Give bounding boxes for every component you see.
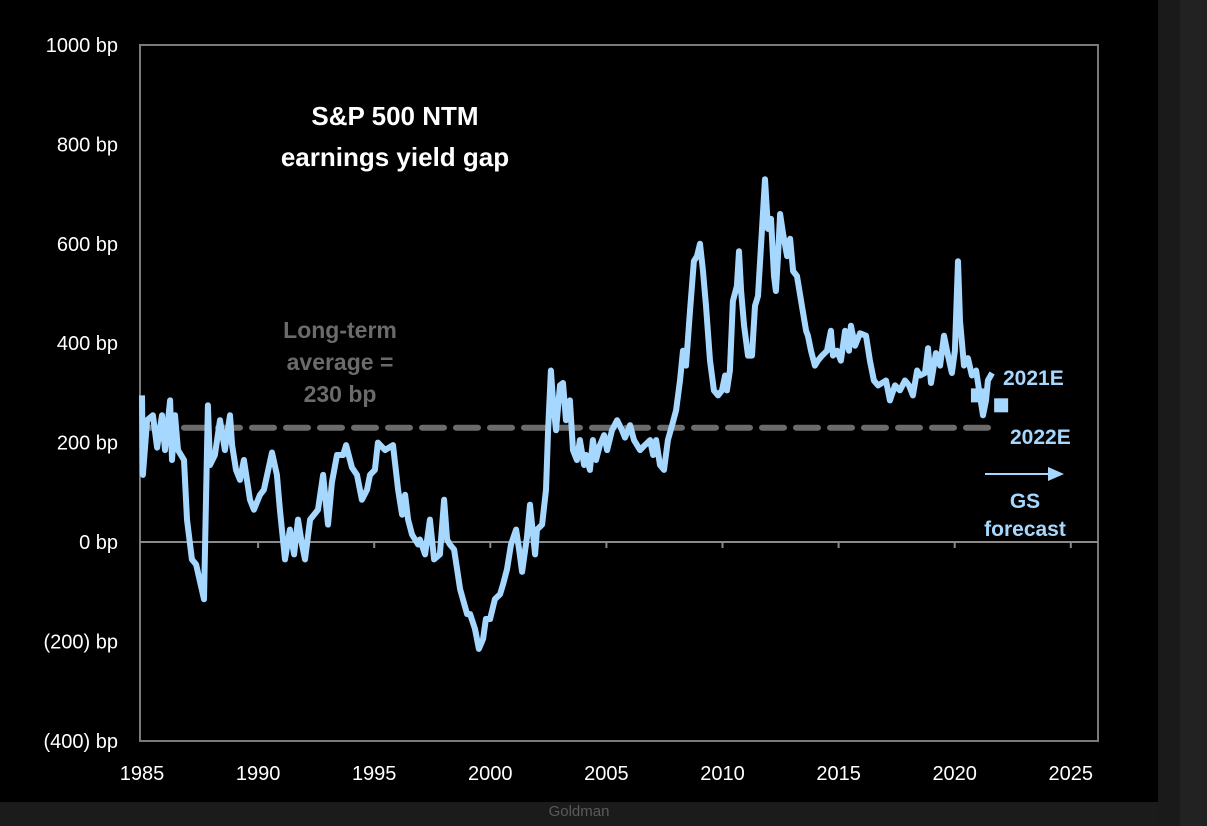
average-label-line-3: 230 bp — [304, 381, 377, 407]
y-tick-label: 200 bp — [57, 433, 118, 455]
x-tick-label: 1995 — [352, 763, 397, 785]
x-tick-label: 1985 — [120, 763, 165, 785]
y-axis: 1000 bp 800 bp 600 bp 400 bp 200 bp 0 bp (200)… — [44, 35, 119, 753]
forecast-note-line-2: forecast — [984, 518, 1066, 541]
forecast-note-line-1: GS — [1010, 490, 1040, 513]
x-tick-label: 2010 — [700, 763, 745, 785]
chart-panel — [0, 0, 1158, 802]
x-tick-label: 2020 — [932, 763, 977, 785]
forecast-arrow-icon — [985, 467, 1064, 481]
average-label-line-1: Long-term — [283, 317, 397, 343]
forecast-points — [970, 388, 1009, 413]
x-tick-label: 2015 — [816, 763, 861, 785]
x-tick-label: 2005 — [584, 763, 629, 785]
y-tick-label: (200) bp — [44, 631, 119, 653]
source-caption: Goldman — [548, 803, 610, 820]
forecast-label-2021e: 2021E — [1003, 367, 1064, 390]
plot-frame — [139, 44, 1099, 742]
y-tick-label: 400 bp — [57, 333, 118, 355]
forecast-point-2022E — [994, 398, 1009, 413]
series-line-earnings-yield-gap — [139, 176, 995, 652]
x-tick-label: 2000 — [468, 763, 513, 785]
y-tick-label: 600 bp — [57, 234, 118, 256]
x-tick-label: 1990 — [236, 763, 281, 785]
y-tick-label: (400) bp — [44, 731, 119, 753]
forecast-point-2021E — [970, 388, 985, 403]
x-axis: 1985 1990 1995 2000 2005 2010 2015 2020 2025 — [120, 542, 1093, 785]
y-tick-label: 1000 bp — [46, 35, 118, 57]
chart-title-line-2: earnings yield gap — [281, 142, 509, 172]
chart-title-line-1: S&P 500 NTM — [311, 101, 478, 131]
y-tick-label: 0 bp — [79, 532, 118, 554]
scrollbar-track[interactable] — [1180, 0, 1207, 826]
window-edge — [1158, 0, 1180, 826]
forecast-label-2022e: 2022E — [1010, 426, 1071, 449]
x-tick-label: 2025 — [1049, 763, 1094, 785]
y-tick-label: 800 bp — [57, 134, 118, 156]
average-label-line-2: average = — [287, 349, 394, 375]
